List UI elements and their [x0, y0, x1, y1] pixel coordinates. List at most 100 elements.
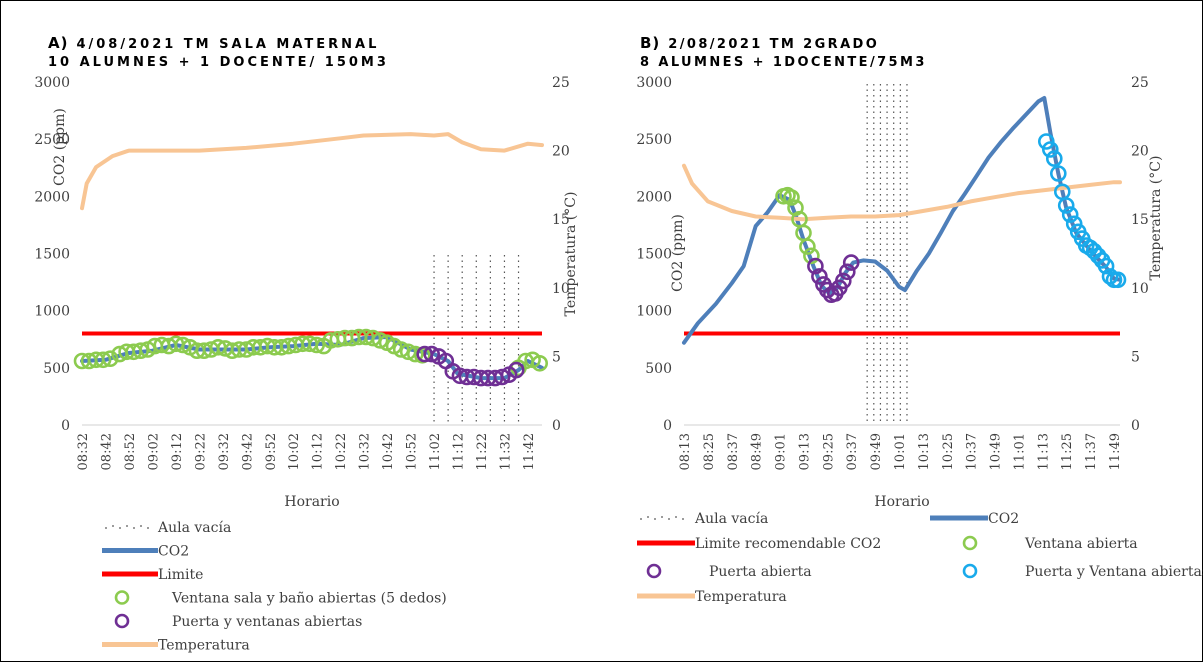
x-tick-label: 11:32: [498, 433, 513, 470]
x-tick-label: 09:01: [774, 433, 789, 470]
marker-series-1: [807, 254, 860, 304]
marker-point: [1101, 268, 1119, 285]
y-tick-label: 0: [663, 418, 672, 434]
x-tick-label: 09:52: [264, 433, 279, 470]
legend-swatch-circle: [646, 563, 662, 579]
marker-series-0: [775, 186, 820, 265]
legend-swatch-circle: [114, 590, 130, 605]
legend-label: CO2: [158, 544, 189, 560]
marker-point: [842, 254, 860, 271]
x-tick-label: 11:42: [522, 433, 537, 470]
x-tick-label: 08:49: [750, 433, 765, 470]
y-tick-label: 500: [645, 361, 672, 377]
y-axis-title: CO2 (ppm): [52, 108, 68, 186]
y2-axis-title: Temperatura (°C): [563, 192, 579, 317]
y-tick-label: 3000: [636, 75, 672, 91]
marker-point: [834, 272, 852, 290]
co2-line: [682, 96, 1122, 345]
y-tick-label: 1000: [636, 304, 672, 320]
y2-tick-label: 5: [552, 349, 561, 365]
legend-swatch-dot: [654, 518, 656, 520]
marker-point: [1061, 206, 1079, 223]
legend-swatch-dot: [668, 518, 670, 520]
marker-point: [799, 238, 816, 255]
marker-point: [132, 342, 149, 360]
legend-label: Ventana sala y baño abiertas (5 dedos): [171, 591, 447, 607]
y-tick-label: 1500: [34, 247, 70, 263]
y2-tick-label: 0: [1131, 418, 1140, 434]
legend: Aula vacía CO2 Limite recomendable CO2 Vent…: [637, 511, 1203, 605]
x-tick-label: 08:52: [123, 433, 138, 470]
empty-room-region: [433, 255, 520, 425]
legend-item: Aula vacía: [640, 511, 768, 527]
x-tick-label: 10:12: [311, 433, 326, 470]
legend-label: Puerta abierta: [709, 564, 812, 580]
y2-tick-label: 15: [1131, 212, 1149, 228]
legend-item: Temperatura: [102, 638, 250, 654]
legend-swatch-dot: [112, 525, 114, 527]
legend: Aula vacía CO2 Limite Ventana sala y baño a…: [102, 520, 447, 654]
x-tick-label: 11:49: [1108, 433, 1123, 470]
temperature-line: [682, 163, 1122, 222]
y-tick-label: 2000: [34, 189, 70, 205]
legend-swatch-dot: [682, 518, 684, 520]
y2-tick-label: 10: [552, 281, 570, 297]
y-tick-label: 1000: [34, 304, 70, 320]
chart-title-label: B): [640, 34, 660, 52]
y-tick-label: 0: [61, 418, 70, 434]
legend-item: Puerta abierta: [646, 563, 812, 580]
y2-tick-label: 15: [552, 212, 570, 228]
x-tick-label: 09:02: [146, 433, 161, 470]
legend-label: Puerta y Ventana abiertas: [1025, 564, 1203, 580]
marker-series-2: [1038, 133, 1127, 289]
y-tick-label: 2500: [34, 132, 70, 148]
x-tick-label: 10:37: [965, 433, 980, 470]
marker-series-1: [416, 345, 525, 387]
marker-point: [1097, 257, 1115, 275]
x-tick-label: 10:25: [941, 433, 956, 470]
marker-point: [308, 336, 326, 354]
legend-label: Temperatura: [158, 638, 250, 654]
marker-point: [392, 341, 410, 358]
y-tick-label: 500: [43, 361, 70, 377]
marker-point: [101, 350, 119, 368]
legend-label: Puerta y ventanas abiertas: [172, 614, 362, 630]
x-tick-label: 09:25: [821, 433, 836, 470]
x-axis-title: Horario: [874, 494, 929, 510]
y-axis-title: CO2 (ppm): [670, 214, 686, 292]
legend-label: Temperatura: [695, 589, 787, 605]
legend-swatch-dot: [126, 525, 128, 527]
legend-swatch-dot: [105, 527, 107, 529]
legend-swatch-circle: [962, 563, 978, 579]
legend-item: Limite: [102, 567, 203, 583]
legend-item: CO2: [930, 511, 1019, 527]
x-tick-label: 10:49: [989, 433, 1004, 470]
chart-subtitle: 8 ALUMNES + 1DOCENTE/75M3: [640, 55, 927, 70]
x-tick-label: 09:49: [869, 433, 884, 470]
x-tick-label: 11:22: [475, 433, 490, 470]
marker-point: [507, 361, 525, 379]
marker-point: [1042, 141, 1059, 158]
y2-tick-label: 10: [1131, 281, 1149, 297]
marker-point: [807, 257, 824, 275]
x-tick-label: 10:01: [893, 433, 908, 470]
x-tick-label: 10:13: [917, 433, 932, 470]
legend-swatch-dot: [119, 527, 121, 529]
legend-item: Ventana abierta: [962, 535, 1138, 552]
y2-tick-label: 0: [552, 418, 561, 434]
y-tick-label: 2500: [636, 132, 672, 148]
marker-point: [1057, 197, 1075, 214]
legend-item: Temperatura: [637, 589, 787, 605]
y2-axis-title: Temperatura (°C): [1148, 156, 1164, 281]
marker-point: [811, 268, 828, 285]
marker-point: [838, 263, 856, 281]
temperature-line: [80, 132, 544, 211]
marker-point: [1065, 215, 1083, 233]
legend-label: CO2: [988, 511, 1019, 527]
y-tick-label: 2000: [636, 189, 672, 205]
y-tick-label: 1500: [636, 247, 672, 263]
chart-title-line1: 2/08/2021 TM 2GRADO: [668, 37, 879, 52]
x-tick-label: 08:13: [678, 433, 693, 470]
chart-title-line1: 4/08/2021 TM SALA MATERNAL: [76, 37, 379, 52]
